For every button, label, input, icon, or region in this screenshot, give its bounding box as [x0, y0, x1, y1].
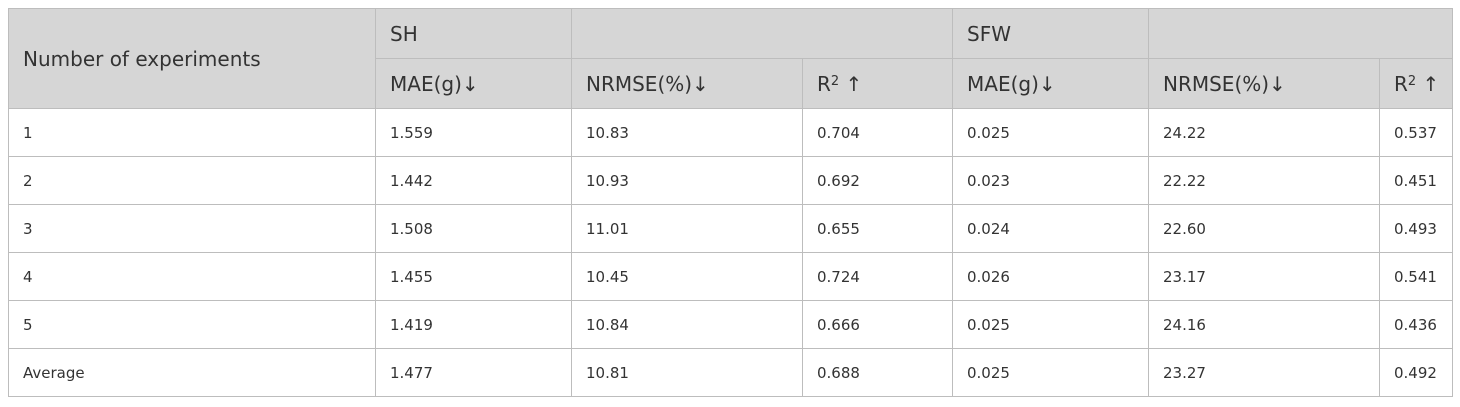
table-cell: 0.492 — [1379, 348, 1453, 397]
subheader-text: NRMSE(%)↓ — [1163, 71, 1286, 96]
table-cell: 24.22 — [1148, 108, 1380, 157]
subheader-base: R — [1394, 71, 1408, 96]
empty-header — [571, 8, 953, 59]
table-cell: 0.451 — [1379, 156, 1453, 205]
table-cell: 0.537 — [1379, 108, 1453, 157]
subheader-base: R — [817, 71, 831, 96]
table-cell: 1.419 — [375, 300, 572, 349]
row-label: 2 — [8, 156, 376, 205]
subheader: R2 ↑ — [802, 58, 953, 109]
subheader: MAE(g)↓ — [952, 58, 1149, 109]
subheader: NRMSE(%)↓ — [1148, 58, 1380, 109]
table-cell: 1.477 — [375, 348, 572, 397]
table-cell: 10.93 — [571, 156, 803, 205]
table-row: 3 1.508 11.01 0.655 0.024 22.60 0.493 — [8, 204, 1453, 253]
table-header: Number of experiments SH SFW MAE(g)↓ NRMS… — [8, 8, 1453, 109]
subheader: MAE(g)↓ — [375, 58, 572, 109]
table-cell: 0.025 — [952, 108, 1149, 157]
subheader: R2 ↑ — [1379, 58, 1453, 109]
header-row: Number of experiments SH SFW — [8, 8, 1453, 109]
table-cell: 0.666 — [802, 300, 953, 349]
subheader-text: MAE(g)↓ — [967, 71, 1056, 96]
results-table: Number of experiments SH SFW MAE(g)↓ NRMS… — [8, 8, 1453, 397]
table-cell: 23.27 — [1148, 348, 1380, 397]
subheader-tail: ↑ — [1416, 71, 1440, 96]
corner-header: Number of experiments — [8, 8, 376, 109]
table-cell: 1.442 — [375, 156, 572, 205]
subheader-text: MAE(g)↓ — [390, 71, 479, 96]
table-cell: 23.17 — [1148, 252, 1380, 301]
table-cell: 0.026 — [952, 252, 1149, 301]
group-header: SH — [375, 8, 572, 59]
empty-header — [1148, 8, 1453, 59]
table-cell: 22.22 — [1148, 156, 1380, 205]
row-label: 1 — [8, 108, 376, 157]
subheader-sup: 2 — [830, 73, 840, 89]
row-label: Average — [8, 348, 376, 397]
table-cell: 0.688 — [802, 348, 953, 397]
table-cell: 0.493 — [1379, 204, 1453, 253]
table-cell: 0.025 — [952, 300, 1149, 349]
table-cell: 0.692 — [802, 156, 953, 205]
row-label: 4 — [8, 252, 376, 301]
table-cell: 10.45 — [571, 252, 803, 301]
table-cell: 11.01 — [571, 204, 803, 253]
row-label: 3 — [8, 204, 376, 253]
row-label: 5 — [8, 300, 376, 349]
subheader-sup: 2 — [1407, 73, 1417, 89]
group-header: SFW — [952, 8, 1149, 59]
subheader-text: NRMSE(%)↓ — [586, 71, 709, 96]
table-cell: 0.025 — [952, 348, 1149, 397]
table-row: 1 1.559 10.83 0.704 0.025 24.22 0.537 — [8, 108, 1453, 157]
table-cell: 24.16 — [1148, 300, 1380, 349]
table-cell: 10.84 — [571, 300, 803, 349]
table-cell: 0.023 — [952, 156, 1149, 205]
table-cell: 0.724 — [802, 252, 953, 301]
table-cell: 0.024 — [952, 204, 1149, 253]
table-cell: 1.455 — [375, 252, 572, 301]
table-row: 4 1.455 10.45 0.724 0.026 23.17 0.541 — [8, 252, 1453, 301]
table-cell: 0.436 — [1379, 300, 1453, 349]
table-cell: 0.541 — [1379, 252, 1453, 301]
subheader-tail: ↑ — [839, 71, 863, 96]
table-cell: 10.81 — [571, 348, 803, 397]
table-row: 2 1.442 10.93 0.692 0.023 22.22 0.451 — [8, 156, 1453, 205]
table-cell: 0.655 — [802, 204, 953, 253]
table-cell: 1.508 — [375, 204, 572, 253]
table-cell: 22.60 — [1148, 204, 1380, 253]
table-row: Average 1.477 10.81 0.688 0.025 23.27 0.492 — [8, 348, 1453, 397]
subheader-row: MAE(g)↓ NRMSE(%)↓ R2 ↑ MAE(g)↓ NRMSE(%)↓ R2 ↑ — [9, 58, 1453, 109]
subheader: NRMSE(%)↓ — [571, 58, 803, 109]
table-cell: 0.704 — [802, 108, 953, 157]
table-body: 1 1.559 10.83 0.704 0.025 24.22 0.537 2 1.442 10.… — [8, 108, 1453, 397]
table-row: 5 1.419 10.84 0.666 0.025 24.16 0.436 — [8, 300, 1453, 349]
table-cell: 1.559 — [375, 108, 572, 157]
table-cell: 10.83 — [571, 108, 803, 157]
